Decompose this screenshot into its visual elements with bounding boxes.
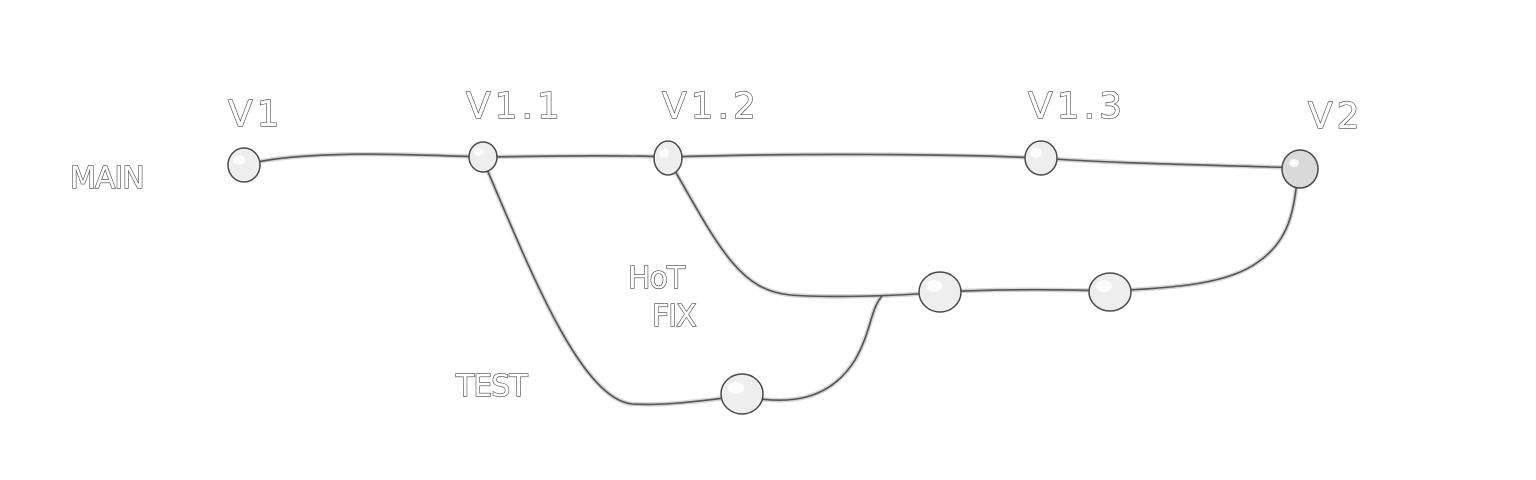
commit-node-test-1 xyxy=(720,373,764,415)
edge-v1-2-v1-3 xyxy=(667,153,1042,159)
test-branch-edges xyxy=(482,159,883,406)
edge-v1-v1-1 xyxy=(243,153,484,166)
commit-node-v1-2 xyxy=(653,140,683,176)
hotfix-branch-edges xyxy=(669,161,1299,298)
commit-node-hotfix-1 xyxy=(918,271,962,313)
edge-v1-1-v1-2 xyxy=(482,155,669,158)
branch-label-hotfix-line-1: HoT xyxy=(628,261,686,296)
main-branch-edges xyxy=(243,153,1301,169)
commit-node-v1-3 xyxy=(1024,140,1058,176)
edge-test-1-merge-hotfix xyxy=(741,295,883,402)
edge-v1-3-v2 xyxy=(1040,157,1301,169)
tag-labels: V1 V1.1 V1.2 V1.3 V2 xyxy=(227,85,1364,137)
branch-label-hotfix-line-2: FIX xyxy=(652,299,696,334)
tag-label-v2: V2 xyxy=(1308,96,1364,137)
edge-hotfix-2-v2 xyxy=(1107,171,1299,292)
tag-label-v1: V1 xyxy=(228,94,284,135)
tag-label-v1-3: V1.3 xyxy=(1028,86,1126,127)
tag-label-v1-1: V1.1 xyxy=(466,86,564,127)
edge-v1-1-test-1 xyxy=(482,159,743,406)
branch-labels: MAIN HoT FIX TEST xyxy=(69,160,697,404)
edge-v1-2-hotfix-1 xyxy=(669,161,941,298)
branch-label-main: MAIN xyxy=(70,161,144,196)
branch-label-test: TEST xyxy=(455,369,528,404)
commit-node-v2 xyxy=(1281,149,1319,189)
commit-node-hotfix-2 xyxy=(1088,272,1132,312)
commit-nodes xyxy=(227,140,1319,415)
commit-node-v1 xyxy=(227,147,261,183)
tag-label-v1-2: V1.2 xyxy=(662,86,760,127)
commit-node-v1-1 xyxy=(468,141,498,173)
edge-shadows xyxy=(241,151,1303,407)
